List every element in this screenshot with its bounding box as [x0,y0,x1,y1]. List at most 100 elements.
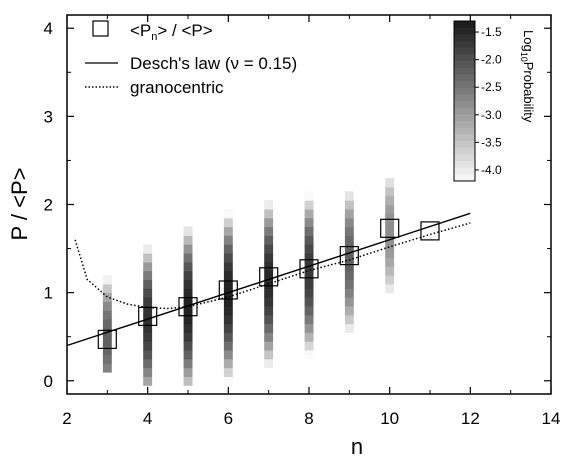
heatmap-cell [385,230,395,241]
heatmap-cell [102,336,112,347]
heatmap-cell [183,305,193,316]
heatmap-cell [143,261,153,272]
heatmap-cell [143,270,153,280]
heatmap-cell [143,349,153,360]
heatmap-cell [223,314,233,325]
heatmap-cell [385,186,395,197]
heatmap-cell [183,253,193,263]
heatmap-cell [264,332,274,342]
colorbar-cell [454,174,475,182]
y-tick-label: 0 [44,372,53,391]
heatmap-cell [102,292,112,302]
heatmap-cell [304,253,314,263]
heatmap-cell [264,217,274,228]
heatmap-cell [223,261,233,272]
heatmap-cell [344,244,354,254]
heatmap-cell [385,257,395,267]
heatmap-cell [223,367,233,377]
heatmap-cell [304,191,314,201]
heatmap-cell [304,226,314,236]
legend-desch-label: Desch's law (ν = 0.15) [130,54,297,73]
heatmap-cell [223,305,233,316]
colorbar-cell [454,167,475,175]
heatmap-cell [143,253,153,263]
heatmap-cell [385,204,395,214]
heatmap-cell [183,279,193,289]
heatmap-cell [344,200,354,210]
colorbar: -1.5 -2.0 -2.5 -3.0 -3.5 -4.0 Log10Probabilit… [453,20,536,182]
heatmap-cell [183,376,193,386]
heatmap-cell [264,253,274,263]
heatmap-cell [102,345,112,355]
heatmap-cell [344,235,354,245]
colorbar-frame [453,20,476,182]
desch-law-line [66,212,471,347]
data-square [178,297,198,317]
heatmap-cell [143,244,153,254]
heatmap-cell [183,226,193,236]
y-tick-label: 4 [44,19,53,38]
colorbar-cell [454,127,475,135]
heatmap-cell [344,323,354,333]
heatmap-cell [143,332,153,342]
heatmap-cell [344,191,354,201]
colorbar-tick-label: -2.0 [481,53,502,67]
colorbar-cell [454,61,475,69]
colorbar-tick-label: -3.5 [481,135,502,149]
data-square [380,218,400,238]
colorbar-label: Log10Probability [519,30,536,123]
colorbar-tick-label: -2.5 [481,80,502,94]
heatmap-cell [183,367,193,377]
heatmap-cell [223,270,233,280]
legend-squares-label: <Pn> / <P> [130,21,213,43]
heatmap-cell [223,323,233,333]
granocentric-line [74,222,471,310]
heatmap-cell [264,235,274,245]
colorbar-tick-label: -1.5 [481,25,502,39]
heatmap-cell [102,354,112,364]
heatmap-cell [143,288,153,298]
heatmap-cell [304,270,314,280]
heatmap-cell [183,314,193,325]
heatmap-cell [304,314,314,325]
heatmap-cell [183,349,193,360]
heatmap-cell [223,279,233,289]
heatmap-cell [102,363,112,373]
heatmap-cell [304,297,314,307]
heatmap-cell [385,222,395,232]
colorbar-cell [454,154,475,162]
colorbar-cell [454,121,475,129]
heatmap-cell [223,341,233,351]
heatmap-cell [264,200,274,210]
x-tick-label: 6 [224,409,233,428]
heatmap-cell [223,217,233,228]
x-tick-label: 4 [143,409,152,428]
colorbar-ticks: -1.5 -2.0 -2.5 -3.0 -3.5 -4.0 [475,25,502,177]
colorbar-tick-label: -4.0 [481,163,502,177]
colorbar-cell [454,107,475,115]
heatmap-cell [143,367,153,377]
heatmap-cell [304,332,314,342]
heatmap-cell [264,349,274,360]
heatmap-cell [304,305,314,316]
x-axis-label: n [351,434,363,459]
heatmap-cell [223,235,233,245]
legend-square-marker [92,20,109,37]
heatmap-cell [304,244,314,254]
heatmap-cell [344,305,354,316]
heatmap-cell [385,178,395,188]
heatmap-cell [264,226,274,236]
heatmap-cell [344,253,354,263]
heatmap-cell [304,200,314,210]
heatmap-cell [344,261,354,272]
heatmap-cell [304,279,314,289]
heatmap-cell [183,323,193,333]
heatmap-cell [344,217,354,228]
heatmap-cell [264,314,274,325]
heatmap-cell [264,244,274,254]
heatmap-cell [183,235,193,245]
heatmap-cell [344,226,354,236]
heatmap-cell [183,358,193,369]
heatmap-cell [223,358,233,369]
